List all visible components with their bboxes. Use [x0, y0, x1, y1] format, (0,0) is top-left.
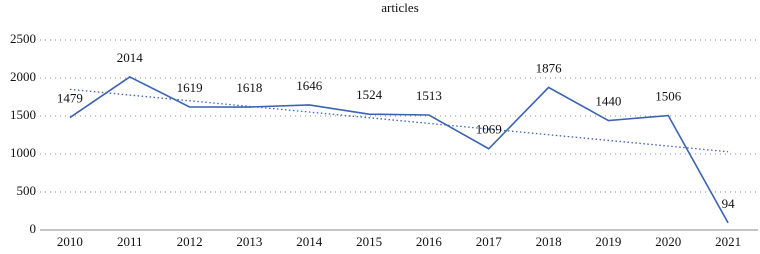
y-tick-label: 1000: [10, 145, 36, 160]
x-tick-label: 2018: [536, 234, 562, 249]
data-label: 1506: [655, 89, 682, 104]
data-label: 1646: [296, 78, 323, 93]
data-label: 1440: [595, 94, 621, 109]
x-tick-label: 2012: [177, 234, 203, 249]
y-tick-label: 2500: [10, 31, 36, 46]
x-tick-label: 2016: [416, 234, 443, 249]
data-label: 1479: [57, 91, 83, 106]
y-tick-label: 500: [17, 183, 37, 198]
y-tick-label: 1500: [10, 107, 36, 122]
trend-line: [69, 88, 729, 153]
y-tick-label: 2000: [10, 69, 36, 84]
data-label: 1524: [356, 87, 383, 102]
x-tick-label: 2014: [296, 234, 323, 249]
x-tick-label: 2011: [117, 234, 143, 249]
chart-title: articles: [381, 0, 419, 15]
x-tick-label: 2015: [356, 234, 382, 249]
data-label: 2014: [117, 50, 144, 65]
x-tick-label: 2013: [236, 234, 262, 249]
x-tick-label: 2010: [57, 234, 83, 249]
data-label: 1876: [536, 60, 563, 75]
x-tick-label: 2020: [655, 234, 681, 249]
x-tick-label: 2021: [715, 234, 741, 249]
data-label: 1619: [177, 80, 203, 95]
x-tick-label: 2019: [595, 234, 621, 249]
x-tick-label: 2017: [476, 234, 503, 249]
data-line: [69, 76, 729, 224]
y-tick-label: 0: [30, 221, 37, 236]
data-label: 1618: [236, 80, 262, 95]
data-label: 1513: [416, 88, 442, 103]
data-label: 1069: [476, 122, 502, 137]
data-label: 94: [722, 196, 736, 211]
